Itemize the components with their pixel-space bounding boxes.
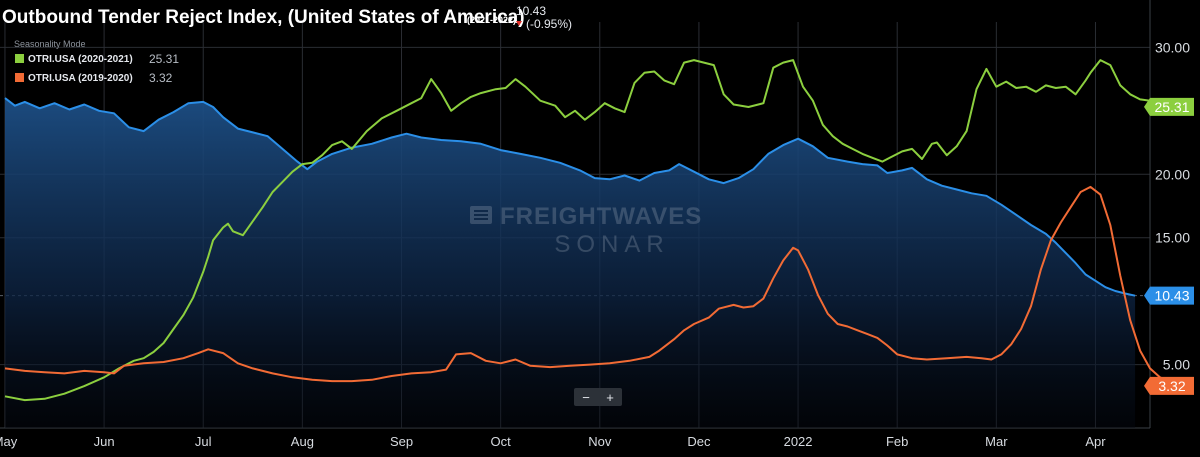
axis-layer: 5.00 15.00 20.00 30.00 May Jun Jul Aug Sep Oct Nov… [0,39,1190,449]
x-tick-label: Oct [491,434,512,449]
current-value-text: 10.43 [516,4,546,18]
end-value-text: 25.31 [1154,99,1189,115]
x-tick-label: Jul [195,434,212,449]
end-label-layer: 10.43 25.31 3.32 [1144,97,1194,395]
x-tick-label: 2022 [784,434,813,449]
x-tick-label: Sep [390,434,413,449]
x-tick-label: Mar [985,434,1008,449]
legend-header: Seasonality Mode [14,39,86,49]
x-tick-label: Aug [291,434,314,449]
end-value-label-main: 10.43 [1144,286,1194,305]
x-tick-label: May [0,434,18,449]
end-value-tag [1144,286,1194,305]
series-line-green [4,59,1190,402]
legend: Seasonality Mode OTRI.USA (2020-2021) 25… [14,39,179,85]
chart-header: Outbound Tender Reject Index, (United St… [2,4,572,31]
x-tick-label: Jun [94,434,115,449]
end-value-label-green: 25.31 [1144,97,1194,116]
end-value-text: 3.32 [1158,378,1185,394]
x-tick-label: Feb [886,434,908,449]
legend-label-orange: OTRI.USA (2019-2020) [28,73,133,84]
zoom-in-icon: + [606,390,614,405]
series-line-main [4,97,1136,297]
x-tick-label: Dec [687,434,711,449]
y-tick-label: 30.00 [1155,39,1190,55]
series-line-orange [4,185,1190,387]
main-series-area [5,98,1136,428]
zoom-in-button[interactable]: + [599,389,621,405]
legend-swatch-orange [15,73,24,82]
legend-item-green[interactable]: OTRI.USA (2020-2021) 25.31 [15,52,179,66]
y-tick-label: 20.00 [1155,166,1190,182]
end-value-text: 10.43 [1154,288,1189,304]
end-value-tag [1144,97,1194,116]
x-tick-label: Apr [1085,434,1106,449]
watermark-line1: FREIGHTWAVES [500,203,702,230]
legend-item-orange[interactable]: OTRI.USA (2019-2020) 3.32 [15,71,173,85]
area-layer [5,98,1136,428]
watermark-line2: SONAR [554,231,669,258]
change-text: (-0.95%) [526,17,572,31]
series-layer [4,59,1190,402]
down-arrow-icon [516,21,522,26]
zoom-controls: − + [574,388,622,406]
y-tick-label: 5.00 [1163,357,1190,373]
x-tick-label: Nov [588,434,612,449]
end-value-tag [1144,376,1194,395]
legend-value-orange: 3.32 [149,71,173,85]
zoom-out-icon: − [582,390,590,405]
chart-title: Outbound Tender Reject Index, (United St… [2,7,525,28]
freightwaves-logo-icon [470,206,492,224]
end-value-label-orange: 3.32 [1144,376,1194,395]
y-tick-label: 15.00 [1155,230,1190,246]
legend-value-green: 25.31 [149,52,179,66]
chart-title-suffix: (2021-2022) [467,15,516,25]
zoom-out-button[interactable]: − [575,389,597,405]
watermark: FREIGHTWAVES SONAR [470,203,702,258]
legend-swatch-green [15,54,24,63]
legend-label-green: OTRI.USA (2020-2021) [28,54,133,65]
